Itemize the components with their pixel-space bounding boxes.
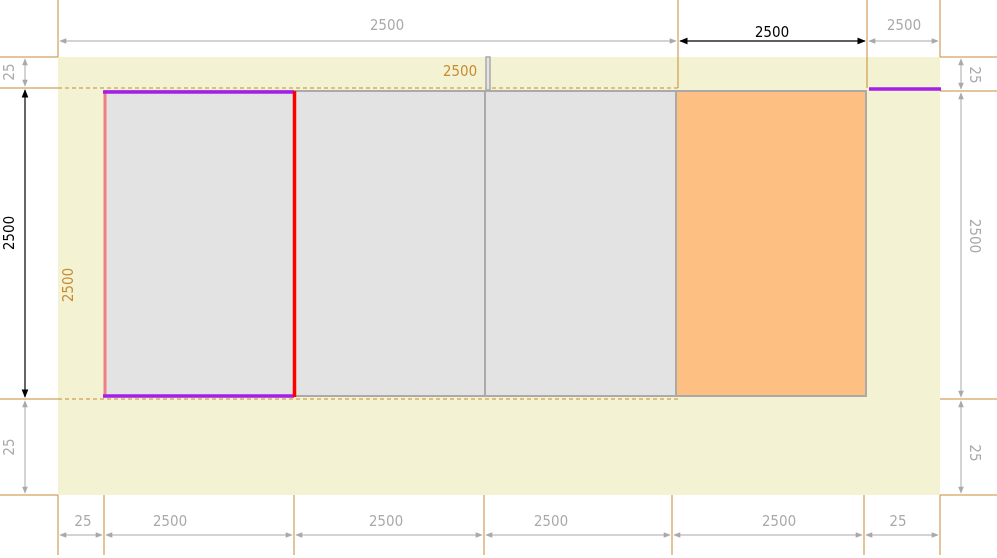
inner-left-label: 2500 [59, 268, 77, 302]
dim-left-height-label[interactable]: 2500 [0, 216, 18, 250]
dim-left-margin-top-label: 25 [0, 63, 18, 80]
panel-highlighted[interactable] [675, 90, 867, 397]
dim-bottom-label-1: 25 [74, 512, 91, 530]
dim-right-height-label: 2500 [966, 219, 984, 253]
joint-tab [485, 56, 491, 91]
panel-3[interactable] [484, 90, 677, 397]
dim-bottom-label-3: 2500 [369, 512, 403, 530]
dim-bottom-label-5: 2500 [762, 512, 796, 530]
panel-1[interactable] [104, 90, 296, 397]
dim-bottom-label-4: 2500 [534, 512, 568, 530]
dim-right-margin-bottom-label: 25 [966, 444, 984, 461]
inner-top-label: 2500 [443, 62, 477, 80]
dim-bottom-label-2: 2500 [153, 512, 187, 530]
dim-top-overall-label: 2500 [370, 16, 404, 34]
panel-2[interactable] [294, 90, 486, 397]
dashed-guides [58, 57, 868, 400]
dim-left-margin-bottom-label: 25 [0, 438, 18, 455]
dim-top-selected-label[interactable]: 2500 [755, 23, 789, 41]
dim-bottom-label-6: 25 [889, 512, 906, 530]
dim-top-right-label: 2500 [887, 16, 921, 34]
dim-right-margin-top-label: 25 [966, 66, 984, 83]
